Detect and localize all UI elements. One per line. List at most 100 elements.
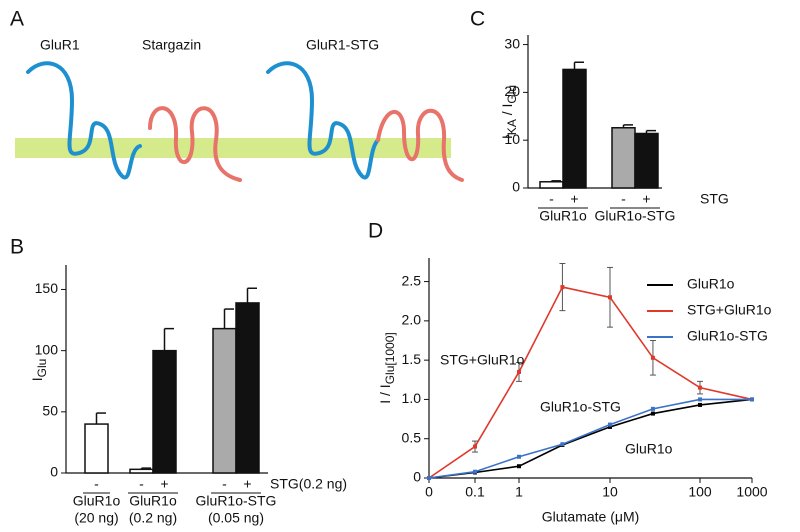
marker — [608, 424, 612, 429]
glur1-shape — [26, 61, 142, 180]
stargazin-shape — [148, 106, 242, 182]
bar — [84, 423, 109, 474]
marker — [698, 397, 702, 402]
diagram-label: GluR1-STG — [306, 37, 379, 53]
bar — [539, 181, 564, 189]
marker — [517, 454, 521, 459]
bar — [129, 468, 154, 474]
group-label: GluR1o — [539, 208, 587, 224]
panel-letter: B — [10, 236, 24, 259]
group-label: (20 ng) — [74, 510, 118, 526]
group-label: GluR1o-STG — [595, 208, 676, 224]
y-tick-label: 2.5 — [402, 272, 422, 288]
x-tick-label: 1 — [515, 484, 523, 500]
y-axis-label: IKA / IGlu — [499, 85, 519, 139]
group-label: (0.2 ng) — [129, 510, 177, 526]
series-annotation: GluR1o-STG — [540, 399, 621, 415]
glur1-stg-shape — [376, 108, 464, 182]
marker — [473, 469, 477, 474]
bar — [562, 68, 587, 189]
y-tick-label: 10 — [504, 131, 520, 147]
y-tick-label: 0 — [413, 469, 421, 485]
marker — [698, 402, 702, 407]
panel-a: A GluR1 Stargazin GluR1-STG — [10, 8, 464, 182]
y-tick-label: 20 — [504, 83, 520, 99]
diagram-label: GluR1 — [40, 37, 80, 53]
marker — [427, 476, 431, 480]
category-label: + — [642, 191, 650, 207]
series-annotation: STG+GluR1o — [440, 352, 525, 368]
y-label-part: / I — [499, 104, 515, 120]
category-label: - — [621, 191, 626, 207]
bar — [212, 327, 237, 474]
category-label: - — [94, 476, 99, 492]
y-tick-label: 0 — [50, 464, 58, 480]
y-tick-label: 0.5 — [402, 429, 422, 445]
y-tick-label: 100 — [35, 341, 59, 357]
marker — [650, 355, 655, 360]
marker — [698, 385, 702, 390]
group-label: GluR1o-STG — [196, 493, 277, 509]
legend-label: GluR1o — [687, 276, 735, 292]
series-line — [428, 398, 753, 479]
x-tick-label: 0 — [425, 484, 433, 500]
y-label-subscript: Glu — [35, 359, 49, 378]
marker — [473, 444, 477, 449]
panel-letter: C — [470, 8, 485, 31]
x-tick-label: 10 — [602, 484, 618, 500]
annotation: STG(0.2 ng) — [270, 476, 347, 492]
bar — [611, 127, 636, 189]
legend-label: GluR1o-STG — [687, 328, 768, 344]
panel-letter: D — [368, 220, 383, 243]
marker — [560, 285, 565, 290]
glur1-stg-shape — [266, 61, 380, 180]
category-label: - — [549, 191, 554, 207]
y-tick-label: 1.5 — [402, 351, 422, 367]
y-tick-label: 30 — [504, 35, 520, 51]
y-tick-label: 2.0 — [402, 312, 422, 328]
x-axis-label: Glutamate (μM) — [542, 509, 640, 525]
x-tick-label: 0.1 — [465, 484, 485, 500]
marker — [650, 411, 655, 416]
marker — [750, 397, 754, 402]
panel-letter: A — [10, 8, 24, 31]
y-tick-label: 50 — [42, 403, 58, 419]
y-label-part: I — [29, 377, 45, 381]
marker — [517, 369, 521, 374]
category-label: - — [222, 476, 227, 492]
y-label-subscript: KA — [505, 119, 519, 135]
bar — [634, 132, 659, 189]
category-label: + — [160, 476, 168, 492]
bar — [152, 349, 177, 474]
annotation: STG — [700, 191, 729, 207]
y-label-subscript: Glu[1000] — [383, 332, 397, 384]
series-annotation: GluR1o — [625, 441, 673, 457]
series-line — [428, 398, 752, 479]
marker — [608, 295, 612, 300]
y-tick-label: 150 — [35, 280, 59, 296]
group-label: (0.05 ng) — [208, 510, 264, 526]
category-label: + — [243, 476, 251, 492]
y-label-part: I — [499, 135, 515, 139]
marker — [650, 406, 655, 411]
bar — [235, 302, 260, 474]
y-axis-label: IGlu — [29, 359, 49, 382]
category-label: + — [570, 191, 578, 207]
marker — [608, 422, 612, 427]
y-tick-label: 1.0 — [402, 390, 422, 406]
marker — [517, 464, 521, 469]
series-line — [428, 286, 753, 479]
diagram-label: Stargazin — [142, 37, 201, 53]
y-label-part: I / I — [377, 384, 393, 403]
x-tick-label: 1000 — [736, 484, 767, 500]
y-label-subscript: Glu — [505, 85, 519, 104]
marker — [560, 442, 565, 447]
group-label: GluR1o — [129, 493, 177, 509]
y-axis-label: I / IGlu[1000] — [377, 332, 397, 404]
legend-label: STG+GluR1o — [687, 302, 772, 318]
group-label: GluR1o — [73, 493, 121, 509]
category-label: - — [139, 476, 144, 492]
y-tick-label: 0 — [512, 179, 520, 195]
x-tick-label: 100 — [688, 484, 712, 500]
